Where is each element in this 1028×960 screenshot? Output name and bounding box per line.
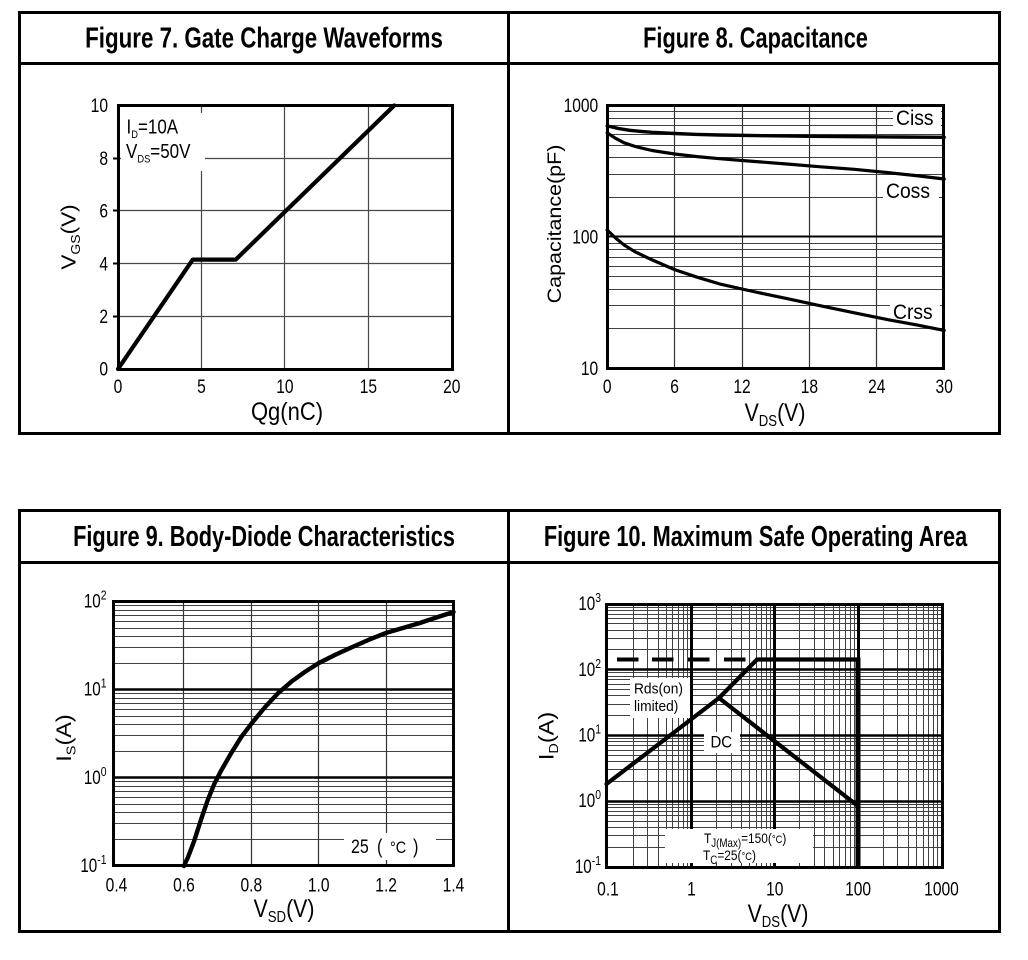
svg-text:VGS(V): VGS(V) <box>58 204 83 269</box>
svg-text:18: 18 <box>801 376 818 398</box>
svg-text:Coss: Coss <box>886 180 930 203</box>
svg-text:limited): limited) <box>634 698 678 714</box>
svg-text:Figure 8. Capacitance: Figure 8. Capacitance <box>643 23 868 55</box>
svg-text:Figure 9. Body-Diode Character: Figure 9. Body-Diode Characteristics <box>73 521 455 553</box>
svg-text:Figure 7. Gate Charge Waveform: Figure 7. Gate Charge Waveforms <box>85 23 443 54</box>
svg-text:100: 100 <box>84 765 107 788</box>
svg-text:ID(A): ID(A) <box>535 712 561 760</box>
svg-text:103: 103 <box>578 591 601 614</box>
svg-text:100: 100 <box>578 788 601 811</box>
svg-text:4: 4 <box>99 253 108 275</box>
svg-text:8: 8 <box>99 147 108 169</box>
svg-text:15: 15 <box>360 376 377 398</box>
svg-text:0.6: 0.6 <box>173 874 195 896</box>
svg-text:0.8: 0.8 <box>240 874 262 896</box>
svg-text:100: 100 <box>572 226 598 248</box>
svg-text:0: 0 <box>603 376 612 398</box>
svg-text:1.2: 1.2 <box>375 874 397 896</box>
svg-text:1: 1 <box>687 878 696 900</box>
svg-text:5: 5 <box>197 376 206 398</box>
svg-text:0.1: 0.1 <box>597 878 619 900</box>
svg-text:102: 102 <box>578 657 601 680</box>
svg-text:0: 0 <box>114 376 123 398</box>
svg-text:100: 100 <box>845 878 871 900</box>
svg-text:(: ( <box>377 835 383 858</box>
svg-text:1.0: 1.0 <box>308 874 330 896</box>
svg-text:Crss: Crss <box>893 301 933 324</box>
svg-text:Rds(on): Rds(on) <box>634 680 683 696</box>
svg-text:10: 10 <box>766 878 783 900</box>
svg-text:0: 0 <box>99 358 108 380</box>
svg-text:IS(A): IS(A) <box>52 714 78 762</box>
svg-text:20: 20 <box>443 376 460 398</box>
svg-text:10: 10 <box>276 376 293 398</box>
svg-text:Qg(nC): Qg(nC) <box>251 398 323 426</box>
svg-text:VDS(V): VDS(V) <box>748 899 809 931</box>
svg-text:24: 24 <box>868 376 886 398</box>
svg-text:0.4: 0.4 <box>106 874 128 896</box>
svg-text:DC: DC <box>711 734 733 752</box>
svg-text:12: 12 <box>733 376 750 398</box>
svg-text:Figure 10. Maximum Safe Operat: Figure 10. Maximum Safe Operating Area <box>544 521 968 553</box>
svg-text:6: 6 <box>99 200 108 222</box>
svg-text:30: 30 <box>936 376 953 398</box>
svg-text:1000: 1000 <box>564 95 599 117</box>
svg-text:10-1: 10-1 <box>575 854 601 877</box>
svg-text:10-1: 10-1 <box>80 853 106 876</box>
svg-text:101: 101 <box>84 677 107 700</box>
svg-text:10: 10 <box>581 358 598 380</box>
svg-text:25: 25 <box>351 836 369 858</box>
svg-text:10: 10 <box>91 95 108 117</box>
svg-text:1.4: 1.4 <box>443 874 465 896</box>
svg-text:101: 101 <box>578 722 601 745</box>
svg-text:6: 6 <box>670 376 679 398</box>
svg-text:1000: 1000 <box>924 878 959 900</box>
svg-text:°C: °C <box>390 839 406 857</box>
svg-text:Capacitance(pF): Capacitance(pF) <box>544 145 566 304</box>
svg-text:102: 102 <box>84 588 107 611</box>
svg-text:): ) <box>413 835 418 858</box>
svg-text:2: 2 <box>99 306 108 328</box>
svg-text:VSD(V): VSD(V) <box>254 894 315 926</box>
svg-text:VDS=50V: VDS=50V <box>126 140 191 166</box>
svg-text:VDS(V): VDS(V) <box>745 398 806 430</box>
svg-text:Ciss: Ciss <box>896 107 934 130</box>
